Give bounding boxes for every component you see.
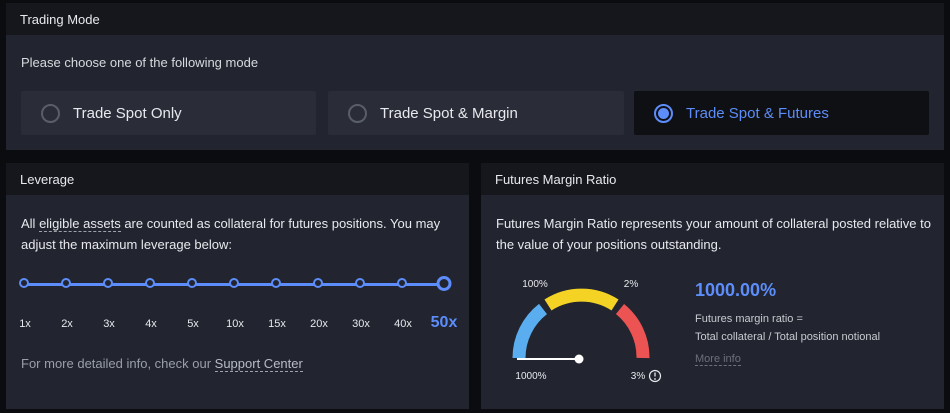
trading-mode-subtitle: Please choose one of the following mode (21, 55, 259, 70)
slider-stop[interactable] (313, 278, 323, 288)
tick-label[interactable]: 3x (103, 318, 115, 330)
leverage-panel: Leverage All eligible assets are counted… (6, 163, 469, 409)
slider-stop[interactable] (229, 278, 239, 288)
gauge-safe-arc (512, 303, 548, 359)
leverage-description: All eligible assets are counted as colla… (21, 213, 461, 255)
tick-label[interactable]: 40x (394, 318, 412, 330)
slider-stop[interactable] (397, 278, 407, 288)
leverage-footer-note: For more detailed info, check our Suppor… (21, 356, 303, 372)
radio-icon[interactable] (348, 103, 367, 123)
gauge-label-100: 100% (522, 279, 548, 290)
margin-ratio-description: Futures Margin Ratio represents your amo… (496, 216, 931, 252)
slider-stop[interactable] (19, 278, 29, 288)
margin-ratio-formula-line1: Futures margin ratio = (695, 313, 803, 325)
trading-mode-panel: Trading Mode Please choose one of the fo… (6, 3, 944, 150)
gauge-needle-pivot (574, 354, 584, 364)
trading-mode-title: Trading Mode (6, 3, 944, 35)
eligible-assets-link[interactable]: eligible assets (39, 216, 121, 232)
tick-label[interactable]: 10x (226, 318, 244, 330)
leverage-title: Leverage (6, 163, 469, 195)
footer-prefix: For more detailed info, check our (21, 356, 215, 371)
margin-ratio-gauge: 100% 2% 1000% 3% (512, 279, 662, 383)
more-info-link[interactable]: More info (695, 353, 741, 366)
radio-checked-icon[interactable] (654, 103, 673, 123)
tick-label[interactable]: 30x (352, 318, 370, 330)
tick-label[interactable]: 4x (145, 318, 157, 330)
slider-stop[interactable] (271, 278, 281, 288)
leverage-desc-suffix: are counted as collateral for futures po… (21, 216, 441, 252)
tick-label[interactable]: 20x (310, 318, 328, 330)
slider-stop[interactable] (355, 278, 365, 288)
mode-option-spot-futures[interactable]: Trade Spot & Futures (634, 91, 929, 135)
tick-label[interactable]: 2x (61, 318, 73, 330)
margin-ratio-formula-line2: Total collateral / Total position notion… (695, 331, 881, 343)
mode-option-spot-only[interactable]: Trade Spot Only (21, 91, 316, 135)
mode-option-spot-margin[interactable]: Trade Spot & Margin (328, 91, 624, 135)
gauge-label-2: 2% (624, 279, 639, 290)
gauge-label-3: 3% (631, 371, 646, 382)
radio-icon[interactable] (41, 103, 60, 123)
slider-stop[interactable] (103, 278, 113, 288)
tick-label[interactable]: 1x (19, 318, 31, 330)
slider-stop[interactable] (145, 278, 155, 288)
leverage-slider[interactable]: 1x 2x 3x 4x 5x 10x 15x 20x 30x 40x 50x (6, 268, 469, 331)
support-center-link[interactable]: Support Center (214, 356, 303, 372)
slider-thumb[interactable] (436, 276, 452, 291)
gauge-label-1000: 1000% (515, 371, 546, 382)
tick-label[interactable]: 15x (268, 318, 286, 330)
mode-option-label: Trade Spot & Margin (380, 104, 518, 122)
slider-stop[interactable] (187, 278, 197, 288)
tick-label-selected[interactable]: 50x (430, 314, 458, 331)
slider-stop[interactable] (61, 278, 71, 288)
info-icon[interactable] (648, 369, 662, 383)
mode-option-label: Trade Spot Only (73, 104, 182, 122)
tick-label[interactable]: 5x (187, 318, 199, 330)
margin-ratio-title: Futures Margin Ratio (481, 163, 944, 195)
gauge-danger-arc (615, 303, 650, 359)
leverage-desc-prefix: All (21, 216, 40, 231)
margin-ratio-value: 1000.00% (695, 280, 777, 300)
gauge-warning-arc (544, 288, 619, 311)
mode-option-label: Trade Spot & Futures (686, 104, 829, 122)
margin-ratio-panel: Futures Margin Ratio Futures Margin Rati… (481, 163, 944, 409)
